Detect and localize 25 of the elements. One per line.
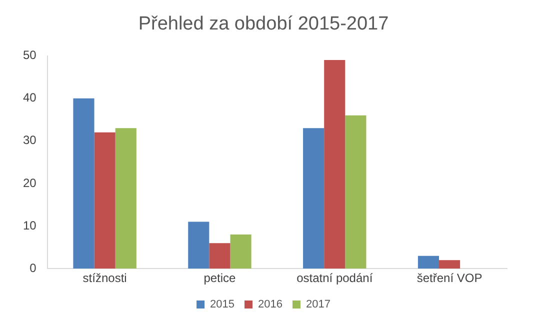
bar <box>94 132 116 269</box>
y-tick-label: 20 <box>22 176 37 190</box>
y-tick-label: 10 <box>22 218 37 232</box>
x-tick-label: šetření VOP <box>416 271 482 286</box>
y-tick-label: 40 <box>22 90 37 105</box>
bar <box>324 60 346 269</box>
bar <box>439 260 460 269</box>
legend-label: 2015 <box>210 298 235 311</box>
bar <box>418 256 440 269</box>
x-tick-label: petice <box>204 271 236 286</box>
bar <box>115 128 136 269</box>
bar <box>303 128 324 269</box>
y-tick-label: 50 <box>22 48 37 62</box>
bar <box>345 115 366 269</box>
bar <box>73 98 94 269</box>
legend-label: 2016 <box>258 298 282 311</box>
chart-title: Přehled za období 2015-2017 <box>138 14 389 35</box>
y-tick-label: 30 <box>22 133 37 148</box>
bar <box>230 234 252 269</box>
x-tick-label: ostatní podání <box>296 271 374 286</box>
x-tick-label: stížnosti <box>82 271 127 286</box>
legend-label: 2017 <box>306 298 330 311</box>
bar <box>188 222 210 269</box>
bar <box>209 243 230 269</box>
y-tick-label: 0 <box>30 260 37 275</box>
